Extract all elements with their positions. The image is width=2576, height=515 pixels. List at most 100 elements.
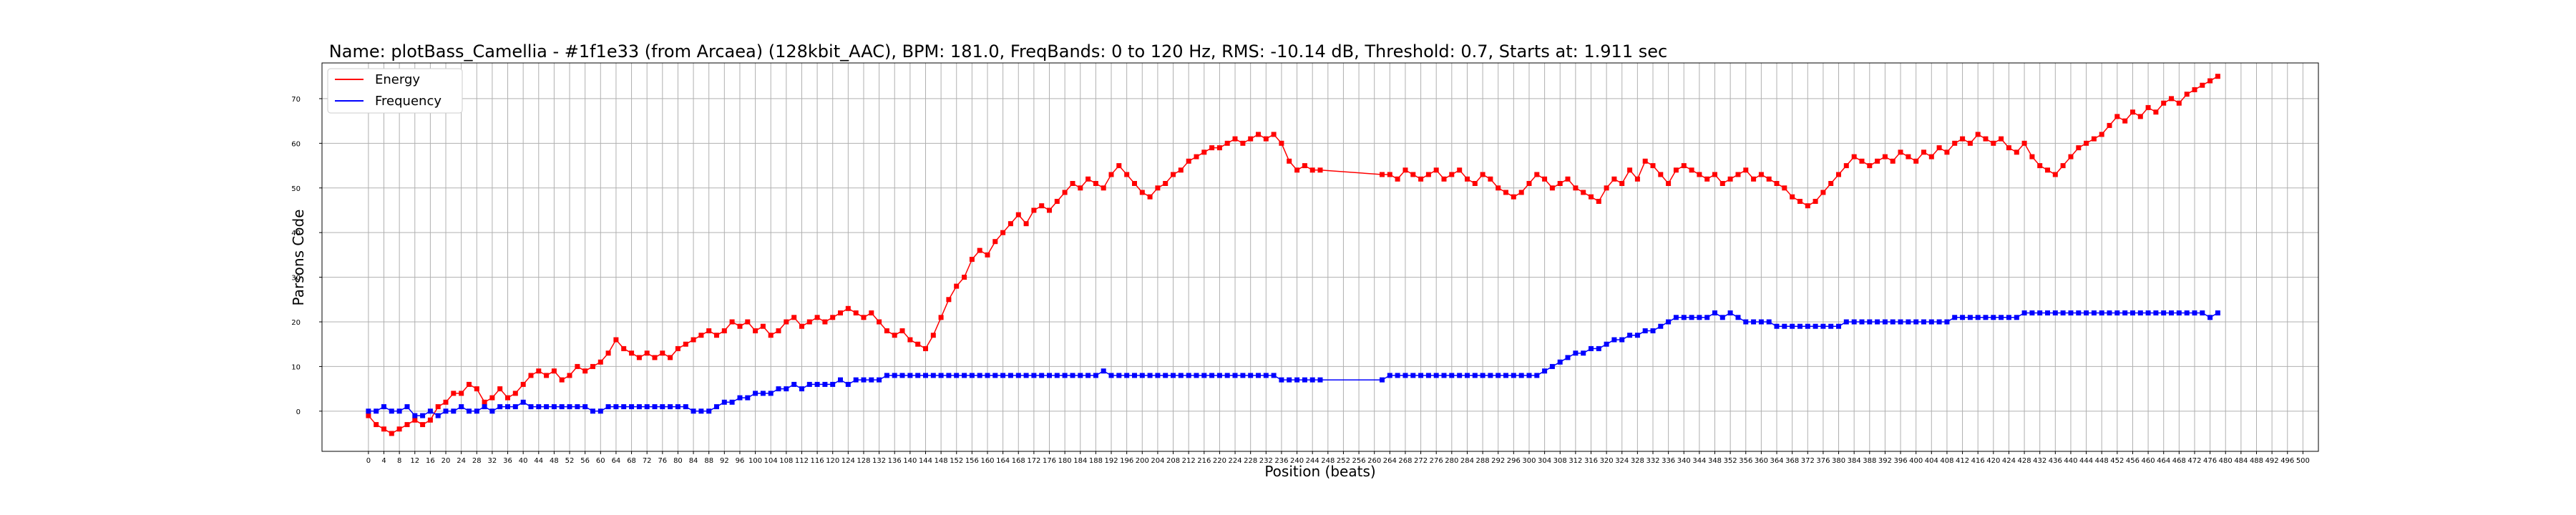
- frequency-point: [512, 404, 518, 410]
- energy-point: [629, 350, 635, 356]
- energy-point: [1727, 176, 1733, 182]
- x-tick-label: 472: [2187, 457, 2201, 465]
- energy-point: [1015, 212, 1021, 217]
- energy-point: [427, 417, 433, 423]
- energy-point: [675, 345, 680, 351]
- energy-point: [2192, 87, 2197, 92]
- x-tick-label: 396: [1893, 457, 1907, 465]
- legend-frequency-label: Frequency: [375, 94, 441, 109]
- frequency-point: [1387, 373, 1392, 378]
- frequency-point: [1279, 377, 1284, 383]
- x-tick-label: 376: [1816, 457, 1830, 465]
- x-tick-label: 40: [519, 457, 528, 465]
- energy-point: [2114, 114, 2120, 119]
- frequency-point: [629, 404, 635, 410]
- y-tick-label: 20: [291, 319, 301, 327]
- energy-point: [1503, 190, 1508, 195]
- x-tick-label: 312: [1568, 457, 1582, 465]
- energy-point: [435, 404, 441, 410]
- frequency-point: [474, 408, 479, 414]
- x-tick-label: 144: [919, 457, 932, 465]
- energy-point: [2029, 154, 2035, 160]
- frequency-point: [1991, 315, 1996, 320]
- energy-point: [2215, 74, 2220, 79]
- energy-point: [1673, 167, 1679, 173]
- frequency-point: [1735, 315, 1741, 320]
- frequency-point: [420, 413, 426, 418]
- frequency-point: [1093, 373, 1098, 378]
- energy-point: [799, 323, 804, 329]
- frequency-point: [1534, 373, 1540, 378]
- frequency-point: [1751, 319, 1757, 325]
- energy-point: [2200, 82, 2205, 88]
- frequency-point: [1410, 373, 1416, 378]
- frequency-point: [567, 404, 572, 410]
- x-tick-label: 192: [1104, 457, 1118, 465]
- energy-point: [605, 350, 611, 356]
- frequency-point: [923, 373, 928, 378]
- frequency-point: [721, 399, 727, 405]
- frequency-point: [2207, 315, 2213, 320]
- frequency-point: [2014, 315, 2019, 320]
- energy-point: [1689, 167, 1694, 173]
- x-tick-label: 324: [1615, 457, 1629, 465]
- energy-point: [512, 391, 518, 396]
- frequency-point: [1611, 337, 1617, 343]
- frequency-point: [1287, 377, 1292, 383]
- energy-point: [1805, 203, 1810, 209]
- frequency-point: [830, 381, 836, 387]
- energy-point: [381, 426, 386, 432]
- energy-point: [1302, 163, 1307, 169]
- energy-point: [1565, 176, 1571, 182]
- energy-point: [1216, 145, 1222, 151]
- frequency-point: [954, 373, 960, 378]
- energy-point: [1642, 158, 1648, 164]
- energy-point: [1395, 176, 1400, 182]
- x-tick-label: 48: [550, 457, 559, 465]
- frequency-point: [1116, 373, 1122, 378]
- x-tick-label: 0: [366, 457, 371, 465]
- energy-point: [1108, 172, 1114, 177]
- energy-point: [420, 422, 426, 428]
- x-tick-label: 60: [596, 457, 605, 465]
- energy-point: [2207, 78, 2213, 84]
- energy-point: [467, 381, 472, 387]
- frequency-point: [1309, 377, 1315, 383]
- energy-point: [404, 422, 410, 428]
- energy-point: [1163, 181, 1169, 186]
- energy-point: [1828, 181, 1834, 186]
- x-tick-label: 212: [1182, 457, 1196, 465]
- energy-point: [1433, 167, 1439, 173]
- frequency-point: [451, 408, 457, 414]
- frequency-point: [969, 373, 975, 378]
- frequency-point: [1704, 315, 1710, 320]
- x-tick-label: 164: [996, 457, 1010, 465]
- frequency-point: [1944, 319, 1950, 325]
- energy-point: [814, 315, 820, 320]
- energy-point: [946, 297, 952, 303]
- x-axis-ticks: 0 4 8 12 16 20 24 28 32 36 40 44 48 52 56 60 64 68 72 76 80 8…: [366, 451, 2310, 465]
- frequency-point: [1248, 373, 1254, 378]
- energy-point: [374, 422, 379, 428]
- energy-point: [1224, 140, 1230, 146]
- energy-point: [977, 247, 982, 253]
- frequency-point: [2068, 310, 2074, 315]
- energy-point: [907, 337, 913, 343]
- energy-point: [1441, 176, 1447, 182]
- frequency-point: [1666, 319, 1672, 325]
- energy-point: [1658, 172, 1664, 177]
- x-tick-label: 332: [1646, 457, 1659, 465]
- frequency-point: [590, 408, 595, 414]
- frequency-point: [706, 408, 712, 414]
- x-tick-label: 72: [643, 457, 652, 465]
- frequency-point: [1216, 373, 1222, 378]
- x-tick-label: 272: [1414, 457, 1428, 465]
- frequency-point: [1589, 345, 1594, 351]
- x-tick-label: 380: [1832, 457, 1845, 465]
- x-tick-label: 16: [426, 457, 435, 465]
- energy-point: [1147, 194, 1153, 200]
- frequency-point: [1813, 323, 1818, 329]
- x-tick-label: 36: [503, 457, 512, 465]
- energy-point: [1542, 176, 1548, 182]
- frequency-point: [683, 404, 688, 410]
